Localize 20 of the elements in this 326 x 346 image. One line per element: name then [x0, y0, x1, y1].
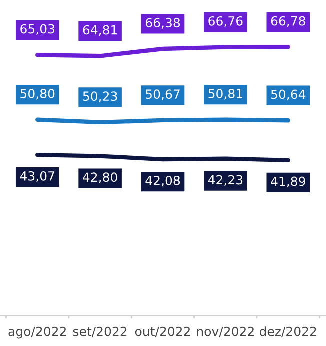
- data-label: 42,08: [146, 176, 180, 187]
- x-tick-label: nov/2022: [197, 326, 254, 338]
- data-label: 66,38: [146, 18, 180, 29]
- data-label: 43,07: [20, 171, 54, 182]
- data-label: 50,67: [146, 90, 180, 100]
- data-label: 42,80: [83, 172, 118, 184]
- data-label: 64,81: [83, 25, 118, 36]
- data-label: 50,80: [20, 89, 55, 100]
- data-label: 42,23: [208, 175, 243, 186]
- data-label: 50,64: [271, 90, 306, 101]
- x-tick-label: ago/2022: [8, 326, 66, 339]
- data-label: 66,76: [208, 16, 243, 28]
- data-label: 65,03: [20, 24, 55, 36]
- x-tick-label: set/2022: [73, 326, 127, 338]
- data-label: 50,81: [208, 89, 242, 100]
- x-tick-label: dez/2022: [260, 326, 316, 338]
- data-label: 41,89: [271, 176, 306, 188]
- data-label: 50,23: [83, 92, 118, 102]
- data-label: 66,78: [271, 16, 306, 28]
- x-tick-label: out/2022: [135, 326, 190, 338]
